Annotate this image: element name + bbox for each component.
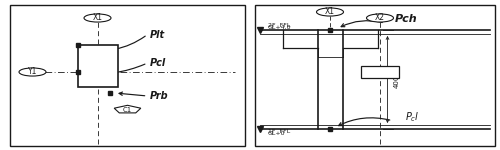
Circle shape <box>366 14 394 22</box>
Text: 4000: 4000 <box>394 70 400 88</box>
Text: $P_{c}l$: $P_{c}l$ <box>405 110 419 124</box>
Text: GL+0: GL+0 <box>268 131 285 136</box>
Bar <box>361 66 399 78</box>
Text: Prb: Prb <box>150 91 169 101</box>
Text: Pcl: Pcl <box>150 58 166 68</box>
Polygon shape <box>114 105 141 113</box>
Text: GL+4.0: GL+4.0 <box>268 25 291 30</box>
Bar <box>255 4 495 146</box>
Circle shape <box>84 14 111 22</box>
Bar <box>78 45 118 87</box>
Text: Y1: Y1 <box>28 68 37 76</box>
Circle shape <box>316 8 344 16</box>
Text: Pch: Pch <box>395 14 417 24</box>
Text: 2F  FFL: 2F FFL <box>268 23 290 28</box>
Bar <box>10 4 245 146</box>
Text: 1F  FFL: 1F FFL <box>268 129 290 134</box>
Circle shape <box>19 68 46 76</box>
Text: X2: X2 <box>375 14 385 22</box>
Text: C1: C1 <box>123 106 132 112</box>
Text: Plt: Plt <box>150 30 165 39</box>
Text: X1: X1 <box>325 8 335 16</box>
Text: X1: X1 <box>92 14 102 22</box>
